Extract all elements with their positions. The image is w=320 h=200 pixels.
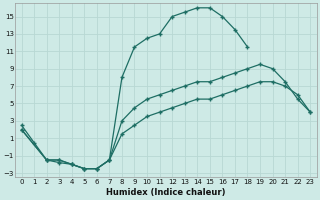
X-axis label: Humidex (Indice chaleur): Humidex (Indice chaleur) [106, 188, 226, 197]
